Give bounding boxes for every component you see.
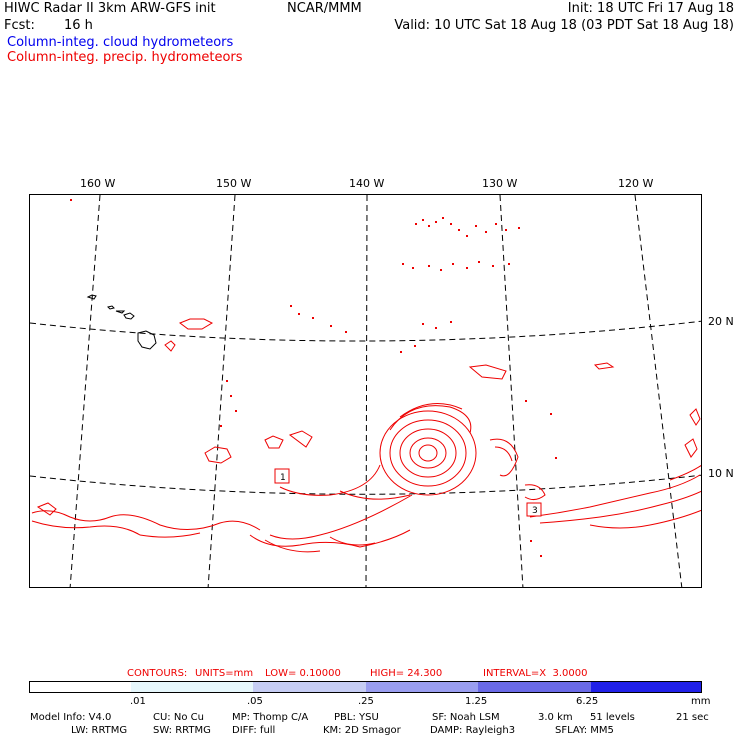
lon-label-130w: 130 W [482,177,518,190]
valid-time: Valid: 10 UTC Sat 18 Aug 18 (03 PDT Sat … [394,18,734,33]
station-box-1 [274,468,290,484]
precip-contours [31,318,701,553]
colorbar-segment-5 [591,682,701,692]
footer-timestep: 21 sec [676,712,709,723]
map-canvas: 1 3 [30,195,702,587]
station-box-3 [526,502,542,517]
lat-label-10n: 10 N [708,467,734,480]
colorbar [29,681,702,693]
meridian-140w [365,195,368,587]
colorbar-segment-3 [366,682,478,692]
meridian-130w [499,195,524,587]
meridian-160w [69,195,101,587]
field-cloud-label: Column-integ. cloud hydrometeors [7,35,234,50]
colorbar-segment-4 [478,682,591,692]
corner-marker [701,195,702,198]
footer-sf: SF: Noah LSM [432,712,500,723]
coastline-hawaii [86,294,157,350]
colorbar-tick-3: 1.25 [465,696,488,707]
lon-label-150w: 150 W [216,177,252,190]
lon-label-140w: 140 W [349,177,385,190]
footer-levels: 51 levels [590,712,635,723]
footer-km: KM: 2D Smagor [323,725,401,736]
fcst-value: 16 h [64,18,93,33]
footer-lw: LW: RRTMG [71,725,128,736]
footer-model-info: Model Info: V4.0 [30,712,112,723]
meridian-150w [207,195,236,587]
product-title: HIWC Radar II 3km ARW-GFS init [4,1,216,16]
footer-pbl: PBL: YSU [334,712,379,723]
contours-label: CONTOURS: [127,668,188,679]
parallel-20n [30,320,701,342]
station-boxes [274,468,542,517]
init-time: Init: 18 UTC Fri 17 Aug 18 [567,1,734,16]
footer-damp: DAMP: Rayleigh3 [430,725,516,736]
fcst-label: Fcst: [4,18,35,33]
precip-cells [70,199,557,557]
colorbar-tick-1: .05 [247,696,263,707]
parallel-10n [30,474,701,495]
graticule [30,195,701,587]
footer-sflay: SFLAY: MM5 [555,725,614,736]
lon-label-160w: 160 W [80,177,116,190]
contours-low: LOW= 0.10000 [265,668,341,679]
colorbar-segment-2 [253,682,366,692]
footer-diff: DIFF: full [232,725,276,736]
footer-mp: MP: Thomp C/A [232,712,309,723]
colorbar-segment-1 [131,682,253,692]
field-precip-label: Column-integ. precip. hydrometeors [7,50,243,65]
colorbar-segment-0 [30,682,131,692]
footer-cu: CU: No Cu [153,712,204,723]
map-panel: 1 3 [29,194,702,588]
contours-high: HIGH= 24.300 [370,668,443,679]
colorbar-tick-2: .25 [358,696,374,707]
station-box-labels: 1 3 [280,473,538,516]
colorbar-tick-0: .01 [130,696,146,707]
footer-resolution: 3.0 km [538,712,573,723]
meridian-120w [634,195,683,587]
org-label: NCAR/MMM [287,1,362,16]
contours-interval: INTERVAL=X 3.0000 [483,668,588,679]
station-label-1: 1 [280,473,286,483]
station-label-3: 3 [532,506,538,516]
contours-units: UNITS=mm [195,668,254,679]
colorbar-tick-4: 6.25 [576,696,599,707]
footer-sw: SW: RRTMG [153,725,211,736]
lat-label-20n: 20 N [708,315,734,328]
colorbar-unit: mm [691,696,711,707]
lon-label-120w: 120 W [618,177,654,190]
